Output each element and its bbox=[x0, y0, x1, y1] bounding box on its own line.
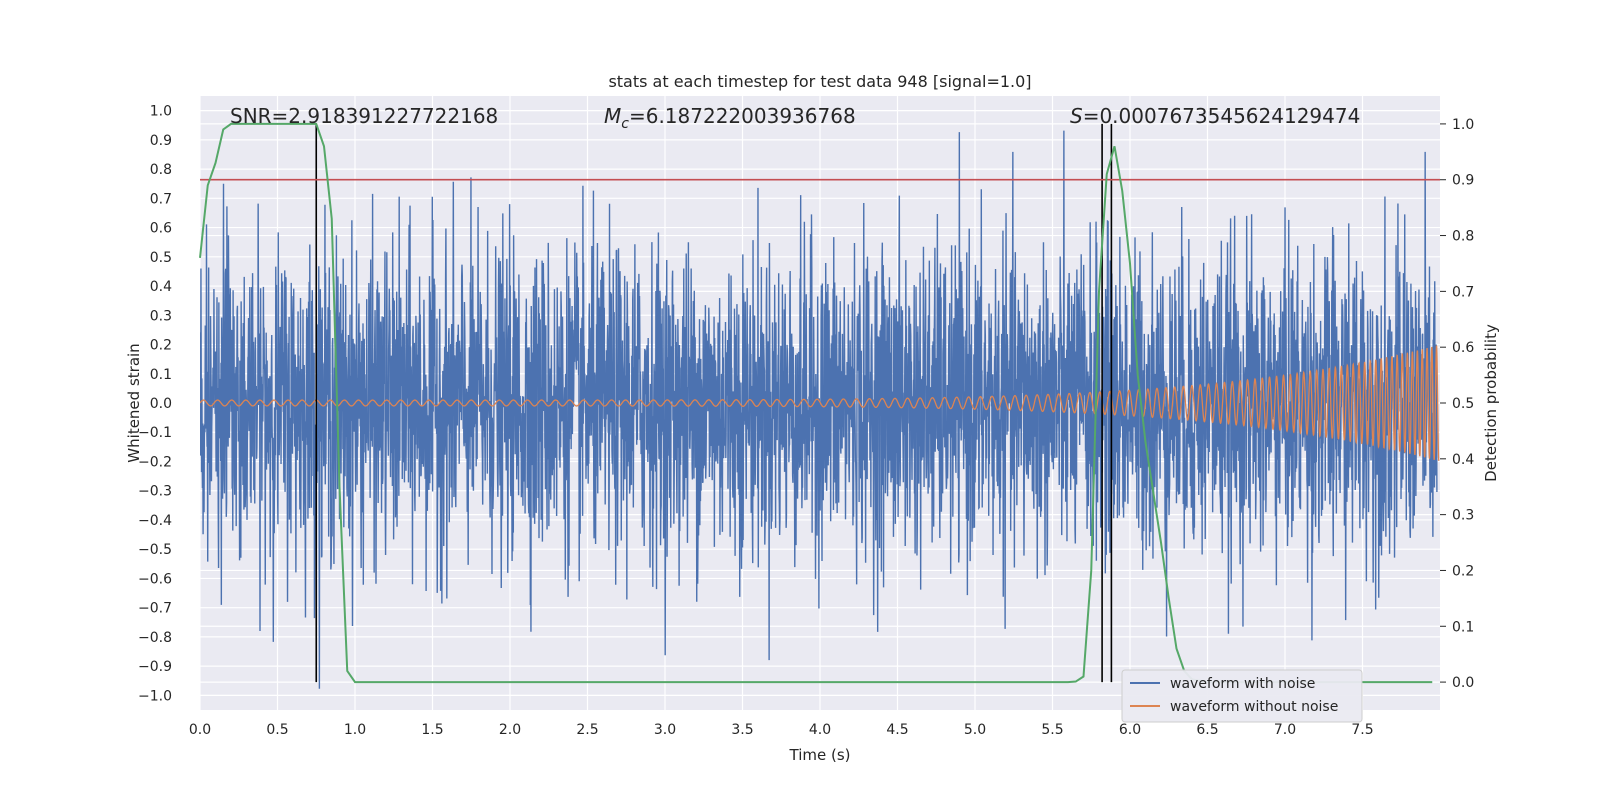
y-tick-label-left: −1.0 bbox=[138, 688, 172, 704]
x-tick-label: 6.0 bbox=[1119, 722, 1141, 738]
x-tick-label: 0.5 bbox=[266, 722, 288, 738]
y-tick-label-left: 0.5 bbox=[150, 250, 172, 266]
y-tick-label-left: 0.4 bbox=[150, 279, 172, 295]
y-tick-label-left: 0.6 bbox=[150, 221, 172, 237]
y-tick-label-left: 0.2 bbox=[150, 338, 172, 354]
legend: waveform with noise waveform without noi… bbox=[1121, 669, 1363, 723]
x-tick-label: 4.5 bbox=[886, 722, 908, 738]
legend-label-noisy: waveform with noise bbox=[1170, 676, 1315, 692]
x-tick-label: 1.5 bbox=[421, 722, 443, 738]
y-tick-label-right: 1.0 bbox=[1452, 117, 1474, 133]
y-tick-label-left: 0.1 bbox=[150, 367, 172, 383]
x-tick-label: 4.0 bbox=[809, 722, 831, 738]
mc-symbol: M bbox=[604, 104, 621, 128]
x-tick-label: 5.5 bbox=[1041, 722, 1063, 738]
s-symbol: S bbox=[1070, 104, 1083, 128]
y-tick-label-left: −0.6 bbox=[138, 571, 172, 587]
noisy-waveform-layer bbox=[200, 130, 1438, 689]
y-tick-label-right: 0.3 bbox=[1452, 508, 1474, 524]
y-tick-label-left: −0.4 bbox=[138, 513, 172, 529]
y-tick-label-right: 0.4 bbox=[1452, 452, 1474, 468]
x-tick-label: 6.5 bbox=[1196, 722, 1218, 738]
series-detection-probability bbox=[199, 122, 1433, 684]
y-tick-label-left: 0.0 bbox=[150, 396, 172, 412]
y-tick-label-left: −0.9 bbox=[138, 659, 172, 675]
y-tick-label-left: −0.2 bbox=[138, 454, 172, 470]
x-tick-label: 1.0 bbox=[344, 722, 366, 738]
y-tick-label-left: 0.3 bbox=[150, 308, 172, 324]
probability-layer bbox=[199, 122, 1440, 684]
y-tick-label-right: 0.5 bbox=[1452, 396, 1474, 412]
x-tick-label: 2.5 bbox=[576, 722, 598, 738]
y-tick-label-right: 0.8 bbox=[1452, 229, 1474, 245]
y-tick-label-right: 0.2 bbox=[1452, 563, 1474, 579]
x-tick-label: 0.0 bbox=[189, 722, 211, 738]
snr-annotation: SNR=2.918391227722168 bbox=[230, 104, 498, 128]
s-value: =0.0007673545624129474 bbox=[1083, 104, 1361, 128]
x-tick-label: 7.5 bbox=[1351, 722, 1373, 738]
y-tick-label-right: 0.6 bbox=[1452, 340, 1474, 356]
clean-waveform-layer bbox=[200, 345, 1440, 461]
ticks: 0.0 0.5 1.0 1.5 2.0 2.5 3.0 3.5 4.0 4.5 5.0 5.5 6.0 6… bbox=[138, 104, 1474, 738]
x-axis-label: Time (s) bbox=[789, 746, 851, 764]
y-axis-label-left: Whitened strain bbox=[125, 343, 143, 462]
series-waveform-with-noise bbox=[200, 130, 1438, 689]
y-tick-label-left: −0.1 bbox=[138, 425, 172, 441]
y-tick-label-left: 0.9 bbox=[150, 133, 172, 149]
y-tick-label-left: −0.3 bbox=[138, 484, 172, 500]
mc-subscript: c bbox=[621, 116, 629, 132]
x-tick-label: 3.5 bbox=[731, 722, 753, 738]
series-waveform-without-noise bbox=[200, 345, 1440, 461]
y-tick-label-right: 0.7 bbox=[1452, 284, 1474, 300]
chart-title: stats at each timestep for test data 948… bbox=[608, 72, 1031, 91]
mc-annotation: Mc=6.187222003936768 bbox=[604, 104, 856, 132]
legend-box bbox=[1121, 669, 1363, 723]
x-tick-label: 3.0 bbox=[654, 722, 676, 738]
x-tick-label: 2.0 bbox=[499, 722, 521, 738]
y-tick-label-left: −0.5 bbox=[138, 542, 172, 558]
vertical-markers bbox=[315, 123, 1113, 683]
y-tick-label-left: −0.7 bbox=[138, 601, 172, 617]
y-tick-label-right: 0.9 bbox=[1452, 173, 1474, 189]
y-tick-label-left: −0.8 bbox=[138, 630, 172, 646]
y-axis-label-right: Detection probability bbox=[1482, 324, 1500, 482]
s-annotation: S=0.0007673545624129474 bbox=[1070, 104, 1360, 128]
x-tick-label: 7.0 bbox=[1274, 722, 1296, 738]
y-tick-label-left: 0.8 bbox=[150, 162, 172, 178]
y-tick-label-left: 0.7 bbox=[150, 191, 172, 207]
mc-value: =6.187222003936768 bbox=[629, 104, 856, 128]
y-tick-label-left: 1.0 bbox=[150, 104, 172, 120]
legend-label-clean: waveform without noise bbox=[1170, 699, 1338, 715]
y-tick-label-right: 0.1 bbox=[1452, 619, 1474, 635]
y-tick-label-right: 0.0 bbox=[1452, 675, 1474, 691]
x-tick-label: 5.0 bbox=[964, 722, 986, 738]
